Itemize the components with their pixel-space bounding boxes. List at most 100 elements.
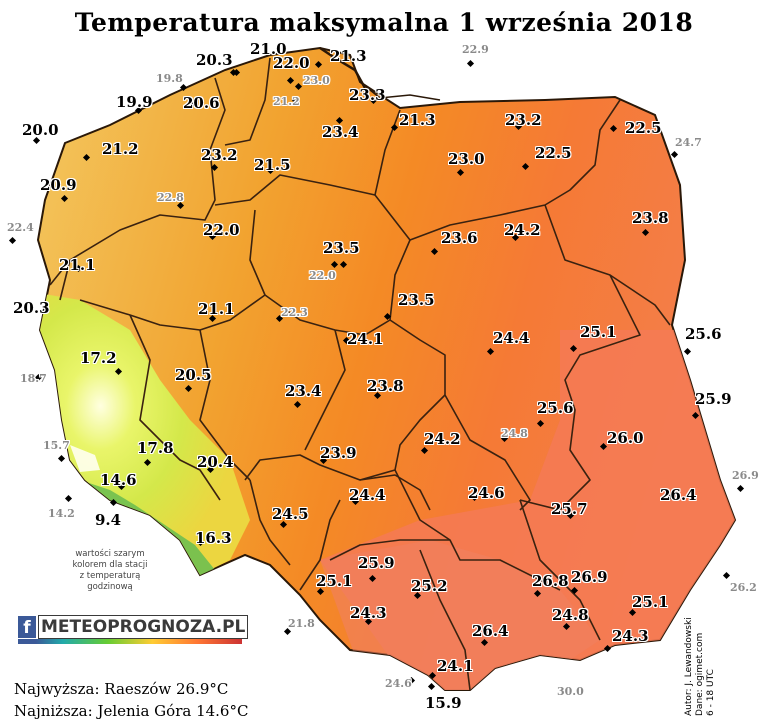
station-temperature: 25.1 <box>580 323 617 341</box>
station-temperature: 23.5 <box>398 291 435 309</box>
note-line: z temperaturą <box>79 571 141 581</box>
station-temperature: 21.5 <box>254 156 291 174</box>
station-temperature: 25.2 <box>411 577 448 595</box>
station-temperature: 22.4 <box>7 221 34 234</box>
station-temperature: 20.9 <box>40 176 77 194</box>
facebook-icon[interactable]: f <box>18 616 36 638</box>
credits-data: Dane: ogimet.com <box>695 632 705 716</box>
station-temperature: 21.3 <box>399 111 436 129</box>
station-temperature: 23.2 <box>505 111 542 129</box>
min-temperature: Najniższa: Jelenia Góra 14.6°C <box>14 702 249 720</box>
meteoprognoza-logo[interactable]: f METEOPROGNOZA.PL <box>18 614 249 640</box>
station-temperature: 25.9 <box>695 390 732 408</box>
station-temperature: 21.8 <box>288 617 315 630</box>
station-temperature: 19.8 <box>156 72 183 85</box>
station-temperature: 23.9 <box>320 444 357 462</box>
max-temperature: Najwyższa: Raeszów 26.9°C <box>14 680 229 698</box>
logo-color-bar <box>18 639 242 644</box>
station-temperature: 20.3 <box>196 51 233 69</box>
station-temperature: 22.0 <box>273 54 310 72</box>
station-temperature: 21.2 <box>273 95 300 108</box>
station-temperature: 22.8 <box>157 191 184 204</box>
gdansk-bay-coast <box>359 81 441 101</box>
note-line: kolorem dla stacji <box>72 560 148 570</box>
note-line: godzinową <box>87 582 133 592</box>
station-temperature: 25.7 <box>551 500 588 518</box>
mountain-snow-patch <box>70 445 100 472</box>
station-temperature: 23.5 <box>323 239 360 257</box>
station-temperature: 21.1 <box>198 300 235 318</box>
station-temperature: 23.8 <box>632 209 669 227</box>
station-temperature: 14.6 <box>100 471 137 489</box>
station-temperature: 21.1 <box>59 256 96 274</box>
station-temperature: 24.4 <box>349 486 386 504</box>
station-temperature: 23.2 <box>201 146 238 164</box>
voivodeship-borders <box>49 57 671 691</box>
credits-time: 6 - 18 UTC <box>706 669 716 716</box>
station-temperature: 24.1 <box>437 657 474 675</box>
station-temperature: 23.8 <box>367 377 404 395</box>
cool-region-southwest <box>38 290 250 580</box>
station-temperature: 20.4 <box>197 453 234 471</box>
station-temperature: 24.8 <box>501 427 528 440</box>
station-temperature: 26.8 <box>532 572 569 590</box>
station-temperature: 23.3 <box>349 86 386 104</box>
station-temperature: 25.1 <box>316 572 353 590</box>
station-temperature: 23.4 <box>285 382 322 400</box>
station-temperature: 24.5 <box>272 505 309 523</box>
station-temperature: 20.3 <box>13 299 50 317</box>
station-temperature: 21.0 <box>250 40 287 58</box>
station-temperature: 20.0 <box>22 121 59 139</box>
credits-author: Autor: J. Lewandowski <box>684 617 694 716</box>
station-temperature: 21.2 <box>102 140 139 158</box>
station-temperature: 23.0 <box>448 150 485 168</box>
station-temperature: 24.1 <box>347 330 384 348</box>
station-temperature: 22.3 <box>281 306 308 319</box>
station-temperature: 22.5 <box>625 119 662 137</box>
station-temperature: 25.9 <box>358 554 395 572</box>
logo-text: METEOPROGNOZA.PL <box>38 615 249 639</box>
station-temperature: 15.9 <box>425 694 462 712</box>
station-temperature: 24.2 <box>424 430 461 448</box>
station-temperature: 25.6 <box>685 325 722 343</box>
station-temperature: 25.1 <box>632 593 669 611</box>
station-temperature: 14.2 <box>48 507 75 520</box>
station-temperature: 24.2 <box>504 221 541 239</box>
station-temperature: 16.3 <box>195 529 232 547</box>
credits: Autor: J. Lewandowski Dane: ogimet.com 6… <box>684 617 717 716</box>
gray-values-note: wartości szarym kolorem dla stacji z tem… <box>40 549 180 593</box>
station-temperature: 22.9 <box>462 43 489 56</box>
station-temperature: 24.6 <box>468 484 505 502</box>
station-temperature: 24.7 <box>675 136 702 149</box>
station-temperature: 20.6 <box>183 94 220 112</box>
station-temperature: 17.8 <box>137 439 174 457</box>
station-temperature: 21.3 <box>330 47 367 65</box>
station-temperature: 22.0 <box>203 221 240 239</box>
station-temperature: 26.4 <box>472 622 509 640</box>
note-line: wartości szarym <box>75 549 145 559</box>
station-temperature: 26.2 <box>730 581 757 594</box>
station-temperature: 23.0 <box>303 74 330 87</box>
station-temperature: 9.4 <box>95 511 122 529</box>
station-temperature: 23.4 <box>322 123 359 141</box>
station-temperature: 18.7 <box>20 372 47 385</box>
station-temperature: 25.6 <box>537 399 574 417</box>
station-temperature: 26.4 <box>660 486 697 504</box>
station-temperature: 24.8 <box>552 606 589 624</box>
station-temperature: 26.9 <box>571 568 608 586</box>
station-temperature: 22.5 <box>535 144 572 162</box>
station-temperature: 24.3 <box>350 604 387 622</box>
map-title: Temperatura maksymalna 1 września 2018 <box>74 8 694 37</box>
station-temperature: 17.2 <box>80 349 117 367</box>
station-temperature: 23.6 <box>441 229 478 247</box>
station-temperature: 26.0 <box>607 429 644 447</box>
station-temperature: 24.4 <box>493 329 530 347</box>
hel-peninsula <box>319 46 367 89</box>
station-temperature: 15.7 <box>43 439 70 452</box>
station-temperature: 30.0 <box>557 685 584 698</box>
station-temperature: 26.9 <box>732 469 759 482</box>
station-temperature: 22.0 <box>309 269 336 282</box>
station-temperature: 20.5 <box>175 366 212 384</box>
station-temperature: 24.3 <box>612 627 649 645</box>
